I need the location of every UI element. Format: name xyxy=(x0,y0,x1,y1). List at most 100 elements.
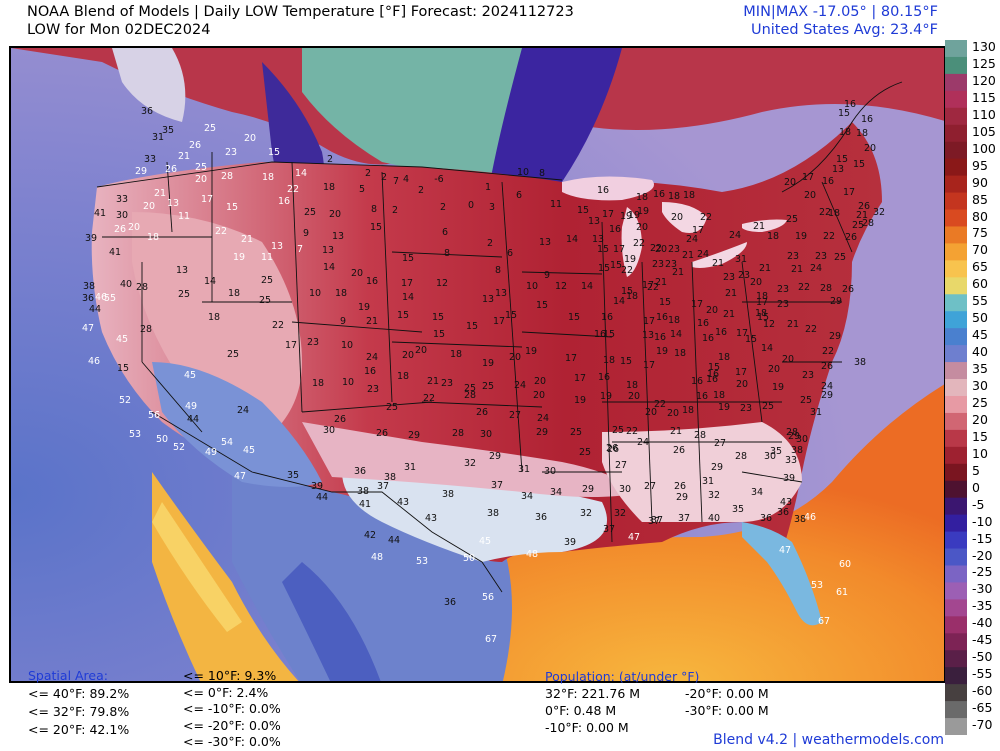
temperature-value-label: 18 xyxy=(626,291,638,302)
colorbar-swatch xyxy=(945,192,967,211)
population-header: Population: (at/under °F) xyxy=(545,669,700,684)
colorbar-tick-label: 0 xyxy=(972,479,980,495)
temperature-value-label: 26 xyxy=(189,140,201,151)
temperature-value-label: 18 xyxy=(603,355,615,366)
temperature-value-label: 19 xyxy=(525,346,537,357)
colorbar-tick-label: -30 xyxy=(972,581,993,597)
temperature-value-label: 19 xyxy=(637,206,649,217)
temperature-value-label: 18 xyxy=(674,348,686,359)
temperature-value-label: 25 xyxy=(786,214,798,225)
colorbar-tick-label: 30 xyxy=(972,378,988,394)
colorbar-tick-label: -65 xyxy=(972,700,993,716)
temperature-value-label: 19 xyxy=(656,346,668,357)
temperature-value-label: 20 xyxy=(784,177,796,188)
colorbar-tick-label: -25 xyxy=(972,564,993,580)
temperature-value-label: 25 xyxy=(579,447,591,458)
temperature-value-label: 23 xyxy=(652,259,664,270)
temperature-value-label: 33 xyxy=(116,194,128,205)
temperature-value-label: 52 xyxy=(173,442,185,453)
temperature-value-label: 20 xyxy=(628,391,640,402)
temperature-value-label: 18 xyxy=(756,291,768,302)
temperature-value-label: 53 xyxy=(811,580,823,591)
temperature-value-label: 17 xyxy=(613,244,625,255)
temperature-value-label: 16 xyxy=(706,374,718,385)
temperature-value-label: 35 xyxy=(162,125,174,136)
temperature-value-label: 9 xyxy=(303,228,309,239)
population-block-2: -20°F: 0.00 M -30°F: 0.00 M xyxy=(685,685,769,719)
temperature-value-label: 27 xyxy=(714,438,726,449)
colorbar-swatch xyxy=(945,684,967,702)
temperature-value-label: 19 xyxy=(482,358,494,369)
temperature-value-label: 17 xyxy=(493,316,505,327)
temperature-value-label: 23 xyxy=(441,378,453,389)
temperature-value-label: 46 xyxy=(95,292,107,303)
temperature-value-label: 21 xyxy=(178,151,190,162)
texas-cool-field xyxy=(342,472,607,562)
temperature-value-label: 14 xyxy=(566,234,578,245)
temperature-value-label: 43 xyxy=(780,497,792,508)
temperature-value-label: 25 xyxy=(800,395,812,406)
temperature-value-label: 17 xyxy=(643,360,655,371)
temperature-value-label: 20 xyxy=(351,268,363,279)
colorbar-tick-label: 115 xyxy=(972,89,996,105)
temperature-value-label: 13 xyxy=(539,237,551,248)
temperature-value-label: 33 xyxy=(785,455,797,466)
temperature-value-label: 47 xyxy=(779,545,791,556)
temperature-value-label: 48 xyxy=(371,552,383,563)
temperature-value-label: 22 xyxy=(626,426,638,437)
temperature-value-label: 18 xyxy=(397,371,409,382)
temperature-value-label: 13 xyxy=(271,241,283,252)
lake-ontario xyxy=(742,219,787,232)
temperature-value-label: 56 xyxy=(148,410,160,421)
colorbar-tick-label: -20 xyxy=(972,547,993,563)
temperature-value-label: 15 xyxy=(505,310,517,321)
temperature-value-label: 29 xyxy=(408,430,420,441)
colorbar-swatch xyxy=(945,395,967,414)
temperature-value-label: 14 xyxy=(204,276,216,287)
temperature-value-label: 2 xyxy=(418,185,424,196)
southeast-field xyxy=(602,422,802,522)
border-ca-az xyxy=(141,361,203,433)
temperature-value-label: 20 xyxy=(128,222,140,233)
temperature-value-label: 8 xyxy=(444,248,450,259)
temperature-value-label: 23 xyxy=(367,384,379,395)
temperature-value-label: 0 xyxy=(468,200,474,211)
colorbar-swatch xyxy=(945,209,967,228)
colorbar-tick-label: -40 xyxy=(972,615,993,631)
temperature-value-label: 26 xyxy=(858,201,870,212)
temperature-value-label: 18 xyxy=(668,315,680,326)
colorbar-swatch xyxy=(945,328,967,346)
border-pa-oh xyxy=(741,261,763,423)
temperature-value-label: 23 xyxy=(740,403,752,414)
temperature-value-label: 44 xyxy=(187,414,199,425)
temperature-value-label: 45 xyxy=(479,536,491,547)
border-ia-north xyxy=(521,271,603,275)
temperature-value-label: 13 xyxy=(832,164,844,175)
temperature-value-label: 23 xyxy=(787,251,799,262)
temperature-value-label: 15 xyxy=(226,202,238,213)
temperature-value-label: 36 xyxy=(444,597,456,608)
colorbar-tick-label: 35 xyxy=(972,361,988,377)
baja-warm-field xyxy=(152,472,299,681)
great-basin-field xyxy=(132,212,302,442)
temperature-value-label: -6 xyxy=(434,174,443,185)
temperature-value-label: 15 xyxy=(568,312,580,323)
temperature-value-label: 16 xyxy=(654,332,666,343)
colorbar-swatch xyxy=(945,548,967,567)
colorbar-tick-label: 130 xyxy=(972,39,996,54)
colorbar-swatch xyxy=(945,616,967,634)
colorbar-tick-label: 75 xyxy=(972,225,988,241)
temperature-value-label: 37 xyxy=(651,515,663,526)
temperature-value-label: 23 xyxy=(225,147,237,158)
temperature-value-label: 50 xyxy=(463,553,475,564)
temperature-value-label: 14 xyxy=(581,281,593,292)
temperature-value-label: 18 xyxy=(323,182,335,193)
temperature-value-label: 13 xyxy=(482,294,494,305)
temperature-value-label: 20 xyxy=(804,190,816,201)
temperature-value-label: 13 xyxy=(167,198,179,209)
temperature-value-label: 13 xyxy=(495,288,507,299)
colorbar-tick-label: 105 xyxy=(972,123,996,139)
temperature-value-label: 2 xyxy=(440,202,446,213)
temperature-value-label: 22 xyxy=(287,184,299,195)
temperature-value-label: 27 xyxy=(509,410,521,421)
